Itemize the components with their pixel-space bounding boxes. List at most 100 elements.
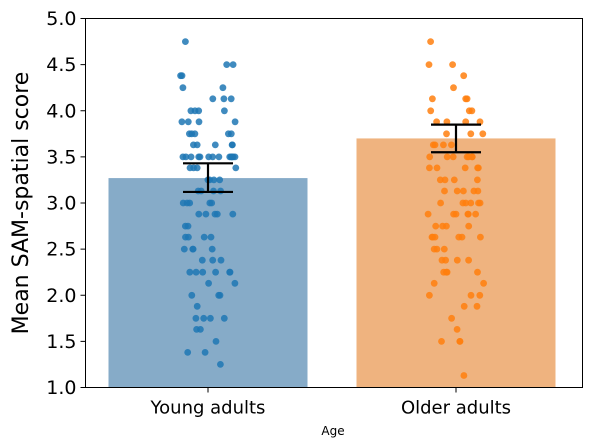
- data-point: [231, 118, 239, 126]
- y-tick-label: 2.5: [46, 239, 76, 261]
- data-point: [436, 176, 444, 184]
- data-point: [211, 141, 219, 149]
- data-point: [440, 245, 448, 253]
- y-tick-label: 3.5: [46, 146, 76, 168]
- data-point: [463, 95, 471, 103]
- data-point: [186, 199, 194, 207]
- data-point: [453, 326, 461, 333]
- data-point: [202, 210, 210, 218]
- y-axis: 1.0 1.5 2.0 2.5 3.0 3.5 4.0 4.5 5.0: [46, 8, 86, 399]
- data-point: [193, 141, 201, 149]
- data-point: [473, 302, 481, 310]
- y-tick-label: 4.5: [46, 54, 76, 76]
- data-point: [449, 153, 457, 161]
- data-point: [465, 107, 473, 115]
- data-point: [221, 107, 228, 115]
- data-point: [210, 176, 218, 184]
- data-point: [226, 153, 234, 161]
- data-point: [430, 279, 438, 287]
- data-point: [185, 233, 192, 241]
- data-point: [182, 38, 189, 45]
- data-point: [474, 164, 481, 172]
- data-point: [479, 130, 487, 138]
- data-point: [193, 302, 201, 310]
- data-point: [192, 268, 200, 276]
- data-point: [184, 349, 192, 356]
- data-point: [180, 245, 188, 253]
- data-point: [227, 130, 235, 138]
- data-point: [186, 164, 194, 172]
- data-point: [472, 210, 479, 218]
- data-point: [195, 210, 203, 218]
- data-point: [431, 141, 439, 149]
- data-point: [211, 210, 219, 218]
- data-point: [186, 268, 194, 276]
- data-point: [229, 210, 237, 218]
- data-point: [192, 314, 200, 322]
- data-point: [461, 164, 469, 172]
- data-point: [427, 38, 434, 45]
- data-point: [193, 164, 201, 172]
- data-point: [448, 314, 455, 322]
- data-point: [456, 338, 464, 345]
- data-point: [448, 141, 455, 149]
- data-point: [199, 268, 207, 276]
- data-point: [189, 245, 197, 253]
- data-point: [426, 291, 433, 299]
- data-point: [430, 245, 438, 253]
- data-point: [232, 164, 240, 172]
- data-point: [187, 153, 195, 161]
- data-point: [438, 338, 445, 345]
- data-point: [209, 256, 217, 264]
- data-point: [464, 210, 472, 218]
- data-point: [426, 164, 433, 172]
- data-point: [441, 187, 448, 195]
- y-tick-label: 4.0: [46, 100, 76, 122]
- data-point: [179, 84, 187, 92]
- data-point: [220, 314, 228, 322]
- data-point: [467, 199, 475, 207]
- data-point: [219, 84, 227, 92]
- data-point: [231, 279, 239, 287]
- data-point: [431, 233, 439, 241]
- data-point: [443, 153, 451, 161]
- y-axis-label: Mean SAM-spatial score: [9, 72, 34, 335]
- data-point: [432, 222, 440, 230]
- data-point: [209, 95, 217, 103]
- data-point: [450, 84, 457, 92]
- data-point: [427, 107, 435, 115]
- data-point: [184, 118, 192, 126]
- data-point: [453, 256, 461, 264]
- data-point: [208, 199, 216, 207]
- data-point: [475, 199, 482, 207]
- data-point: [201, 349, 209, 356]
- data-point: [474, 187, 482, 195]
- data-point: [198, 256, 206, 264]
- data-point: [424, 210, 432, 218]
- data-point: [477, 233, 484, 241]
- data-point: [465, 256, 472, 264]
- data-point: [441, 176, 449, 184]
- data-point: [474, 268, 481, 276]
- data-point: [220, 95, 228, 103]
- data-point: [227, 95, 235, 103]
- data-point: [177, 72, 185, 80]
- data-point: [433, 164, 441, 172]
- y-tick-label: 3.0: [46, 193, 76, 215]
- data-point: [460, 372, 468, 379]
- data-point: [467, 291, 475, 299]
- data-point: [467, 130, 475, 138]
- data-point: [207, 314, 214, 322]
- data-point: [460, 72, 468, 80]
- data-point: [229, 61, 237, 68]
- data-point: [440, 141, 447, 149]
- data-point: [463, 153, 471, 161]
- data-point: [229, 141, 236, 149]
- data-point: [193, 326, 201, 333]
- data-point: [179, 199, 187, 207]
- x-axis-label: Age: [321, 424, 344, 438]
- data-point: [480, 279, 487, 287]
- data-point: [200, 233, 208, 241]
- data-point: [465, 222, 473, 230]
